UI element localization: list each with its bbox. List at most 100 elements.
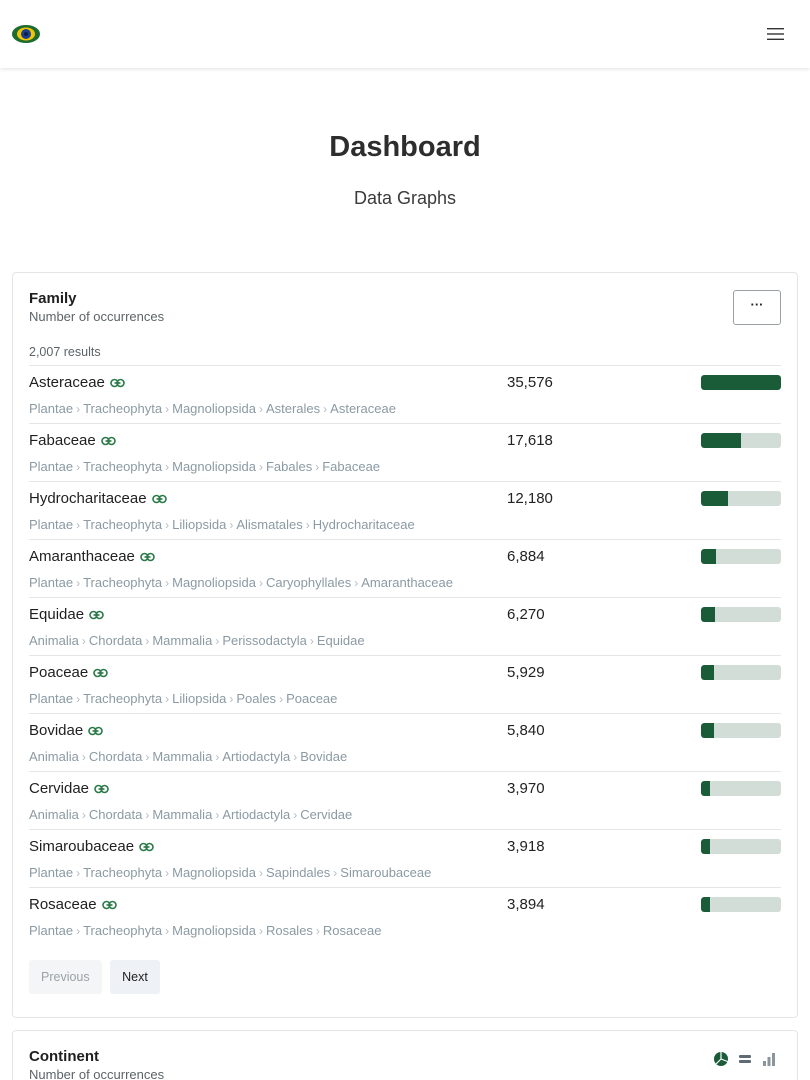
hamburger-menu-icon[interactable] [765, 26, 787, 42]
results-count: 2,007 results [29, 345, 101, 359]
taxonomy-crumb[interactable]: Tracheophyta [83, 575, 163, 590]
taxonomy-crumb[interactable]: Fabales [265, 459, 313, 474]
taxonomy-crumb[interactable]: Magnoliopsida [172, 459, 256, 474]
taxonomy-breadcrumb: Plantae › Tracheophyta › Magnoliopsida › Caryo… [29, 575, 453, 590]
family-name[interactable]: Asteraceae [29, 374, 125, 391]
taxonomy-crumb[interactable]: Plantae [29, 401, 74, 416]
taxonomy-breadcrumb: Plantae › Tracheophyta › Liliopsida › Poales › P… [29, 691, 337, 706]
occurrence-bar [701, 723, 781, 738]
taxonomy-crumb[interactable]: Liliopsida [172, 517, 227, 532]
link-icon[interactable] [140, 552, 155, 562]
taxonomy-crumb[interactable]: Plantae [29, 691, 74, 706]
bar-chart-icon[interactable] [761, 1051, 777, 1067]
taxonomy-crumb[interactable]: Sapindales [265, 865, 331, 880]
taxonomy-crumb[interactable]: Artiodactyla [222, 749, 291, 764]
taxonomy-crumb[interactable]: Caryophyllales [265, 575, 352, 590]
taxonomy-crumb[interactable]: Magnoliopsida [172, 575, 256, 590]
taxonomy-crumb[interactable]: Tracheophyta [83, 459, 163, 474]
family-name[interactable]: Hydrocharitaceae [29, 490, 167, 507]
chevron-right-icon: › [258, 866, 263, 880]
link-icon[interactable] [100, 436, 116, 446]
link-icon[interactable] [94, 784, 109, 794]
family-name[interactable]: Cervidae [29, 780, 109, 797]
link-icon[interactable] [151, 494, 167, 504]
taxonomy-crumb[interactable]: Chordata [88, 633, 143, 648]
taxonomy-crumb[interactable]: Plantae [29, 459, 74, 474]
continent-card: Continent Number of occurrences [12, 1030, 798, 1080]
taxonomy-crumb[interactable]: Asterales [265, 401, 321, 416]
taxonomy-crumb[interactable]: Plantae [29, 865, 74, 880]
family-name[interactable]: Fabaceae [29, 432, 116, 449]
occurrence-count: 5,840 [507, 722, 545, 739]
taxonomy-crumb[interactable]: Mammalia [152, 749, 213, 764]
link-icon[interactable] [139, 842, 154, 852]
taxonomy-breadcrumb: Animalia › Chordata › Mammalia › Perissodactyl… [29, 633, 365, 648]
chevron-right-icon: › [165, 576, 170, 590]
taxonomy-crumb[interactable]: Artiodactyla [222, 807, 291, 822]
taxonomy-crumb[interactable]: Animalia [29, 807, 79, 822]
family-name[interactable]: Poaceae [29, 664, 109, 681]
taxonomy-crumb[interactable]: Tracheophyta [83, 401, 163, 416]
taxonomy-crumb[interactable]: Perissodactyla [222, 633, 307, 648]
taxonomy-crumb[interactable]: Amaranthaceae [361, 575, 453, 590]
taxonomy-crumb[interactable]: Liliopsida [172, 691, 227, 706]
chevron-right-icon: › [165, 402, 170, 416]
family-name[interactable]: Simaroubaceae [29, 838, 154, 855]
taxonomy-crumb[interactable]: Plantae [29, 923, 74, 938]
taxonomy-crumb[interactable]: Magnoliopsida [172, 865, 256, 880]
taxonomy-crumb[interactable]: Tracheophyta [83, 691, 163, 706]
taxonomy-crumb[interactable]: Plantae [29, 575, 74, 590]
taxonomy-crumb[interactable]: Animalia [29, 633, 79, 648]
link-icon[interactable] [88, 726, 104, 736]
taxonomy-crumb[interactable]: Poaceae [286, 691, 338, 706]
link-icon[interactable] [93, 668, 109, 678]
link-icon[interactable] [110, 378, 125, 388]
eye-logo-icon[interactable] [11, 23, 41, 45]
occurrence-count: 17,618 [507, 432, 553, 449]
taxonomy-crumb[interactable]: Plantae [29, 517, 74, 532]
family-name[interactable]: Equidae [29, 606, 104, 623]
pie-chart-icon[interactable] [713, 1051, 729, 1067]
taxonomy-crumb[interactable]: Fabaceae [322, 459, 381, 474]
family-name[interactable]: Rosaceae [29, 896, 117, 913]
taxonomy-crumb[interactable]: Animalia [29, 749, 79, 764]
taxonomy-crumb[interactable]: Rosales [265, 923, 313, 938]
taxonomy-breadcrumb: Plantae › Tracheophyta › Magnoliopsida › Aster… [29, 401, 396, 416]
family-name[interactable]: Amaranthaceae [29, 548, 155, 565]
previous-button[interactable]: Previous [29, 960, 102, 994]
next-button[interactable]: Next [110, 960, 160, 994]
taxonomy-crumb[interactable]: Chordata [88, 807, 143, 822]
taxonomy-crumb[interactable]: Equidae [316, 633, 365, 648]
taxonomy-breadcrumb: Plantae › Tracheophyta › Magnoliopsida › Fabal… [29, 459, 380, 474]
more-options-button[interactable]: ··· [733, 290, 781, 325]
occurrence-count: 3,918 [507, 838, 545, 855]
card-title: Continent [29, 1048, 99, 1065]
link-icon[interactable] [89, 610, 104, 620]
taxonomy-crumb[interactable]: Alismatales [236, 517, 303, 532]
taxonomy-crumb[interactable]: Magnoliopsida [172, 923, 256, 938]
chevron-right-icon: › [145, 750, 150, 764]
taxonomy-crumb[interactable]: Magnoliopsida [172, 401, 256, 416]
taxonomy-crumb[interactable]: Mammalia [152, 807, 213, 822]
family-name-label: Fabaceae [29, 432, 96, 449]
taxonomy-crumb[interactable]: Mammalia [152, 633, 213, 648]
taxonomy-crumb[interactable]: Bovidae [300, 749, 348, 764]
family-list: Asteraceae 35,576 Plantae › Tracheophyta › Mag… [29, 365, 781, 945]
taxonomy-crumb[interactable]: Simaroubaceae [340, 865, 432, 880]
chevron-right-icon: › [145, 634, 150, 648]
taxonomy-crumb[interactable]: Rosaceae [322, 923, 382, 938]
taxonomy-crumb[interactable]: Hydrocharitaceae [312, 517, 415, 532]
family-name[interactable]: Bovidae [29, 722, 104, 739]
taxonomy-crumb[interactable]: Tracheophyta [83, 517, 163, 532]
occurrence-bar-fill [701, 375, 781, 390]
taxonomy-crumb[interactable]: Tracheophyta [83, 923, 163, 938]
chevron-right-icon: › [81, 808, 86, 822]
taxonomy-crumb[interactable]: Poales [236, 691, 277, 706]
taxonomy-crumb[interactable]: Cervidae [300, 807, 353, 822]
taxonomy-crumb[interactable]: Chordata [88, 749, 143, 764]
occurrence-count: 3,970 [507, 780, 545, 797]
taxonomy-crumb[interactable]: Asteraceae [330, 401, 396, 416]
taxonomy-crumb[interactable]: Tracheophyta [83, 865, 163, 880]
link-icon[interactable] [101, 900, 117, 910]
table-view-icon[interactable] [737, 1051, 753, 1067]
